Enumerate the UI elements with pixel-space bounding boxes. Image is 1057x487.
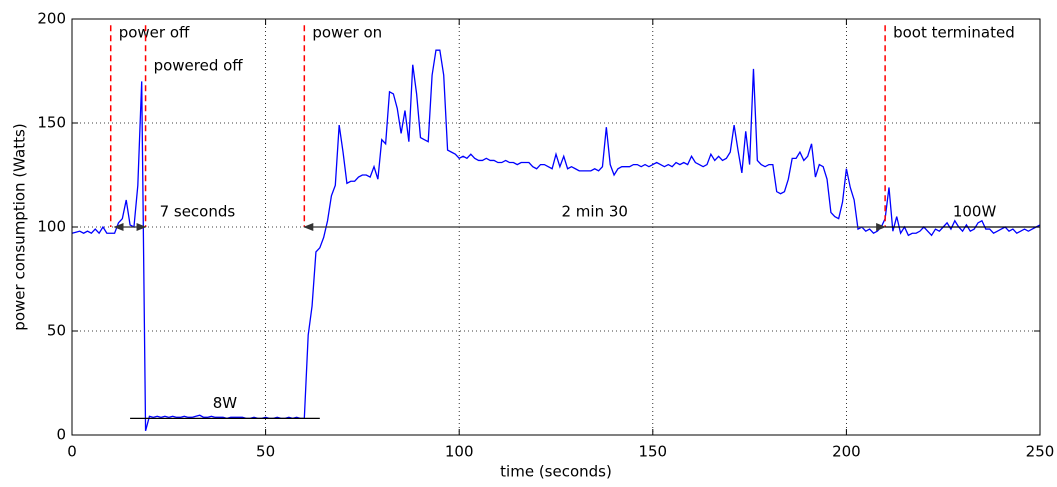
annotation-label: 7 seconds <box>160 203 236 221</box>
y-tick-label: 50 <box>47 322 66 340</box>
plot-frame <box>71 18 1041 436</box>
x-tick-label: 200 <box>832 443 861 461</box>
data-line <box>71 49 1041 432</box>
x-axis-label: time (seconds) <box>500 463 612 481</box>
annotation-label: 8W <box>213 394 238 412</box>
y-tick-label: 200 <box>37 10 66 28</box>
y-tick-label: 0 <box>56 426 66 444</box>
y-axis-label: power consumption (Watts) <box>11 123 29 330</box>
annotation-label: boot terminated <box>893 24 1015 42</box>
annotation-label: 2 min 30 <box>561 203 627 221</box>
annotation-label: 100W <box>953 203 997 221</box>
x-tick-label: 0 <box>67 443 77 461</box>
y-tick-label: 100 <box>37 218 66 236</box>
x-tick-label: 50 <box>256 443 275 461</box>
annotation-label: power off <box>119 24 190 42</box>
x-tick-label: 150 <box>638 443 667 461</box>
x-tick-label: 250 <box>1026 443 1055 461</box>
y-tick-label: 150 <box>37 114 66 132</box>
annotation-label: powered off <box>154 57 244 75</box>
x-tick-label: 100 <box>445 443 474 461</box>
annotation-label: power on <box>312 24 382 42</box>
